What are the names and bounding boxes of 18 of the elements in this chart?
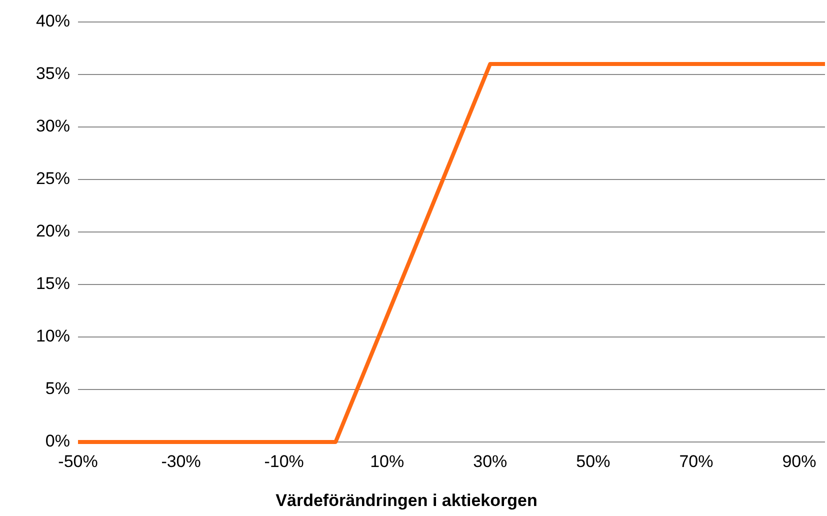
x-tick-label: -50% [58, 452, 98, 471]
x-tick-label: 10% [370, 452, 404, 471]
x-tick-label: -30% [161, 452, 201, 471]
y-tick-label: 20% [36, 221, 70, 240]
y-tick-label: 5% [45, 378, 70, 398]
y-tick-label: 15% [36, 274, 70, 293]
y-tick-label: 30% [36, 116, 70, 136]
y-tick-label: 40% [36, 11, 70, 30]
y-tick-label: 0% [45, 431, 70, 450]
y-tick-label: 35% [36, 64, 70, 83]
x-tick-label: 70% [679, 452, 714, 471]
y-tick-label: 25% [36, 168, 70, 188]
y-tick-label: 10% [36, 326, 70, 346]
x-tick-label: -10% [264, 452, 304, 471]
x-axis-title: Värdeförändringen i aktiekorgen [276, 491, 538, 510]
x-tick-label: 50% [576, 452, 610, 471]
x-tick-label: 90% [782, 452, 816, 471]
x-tick-label: 30% [473, 452, 508, 471]
